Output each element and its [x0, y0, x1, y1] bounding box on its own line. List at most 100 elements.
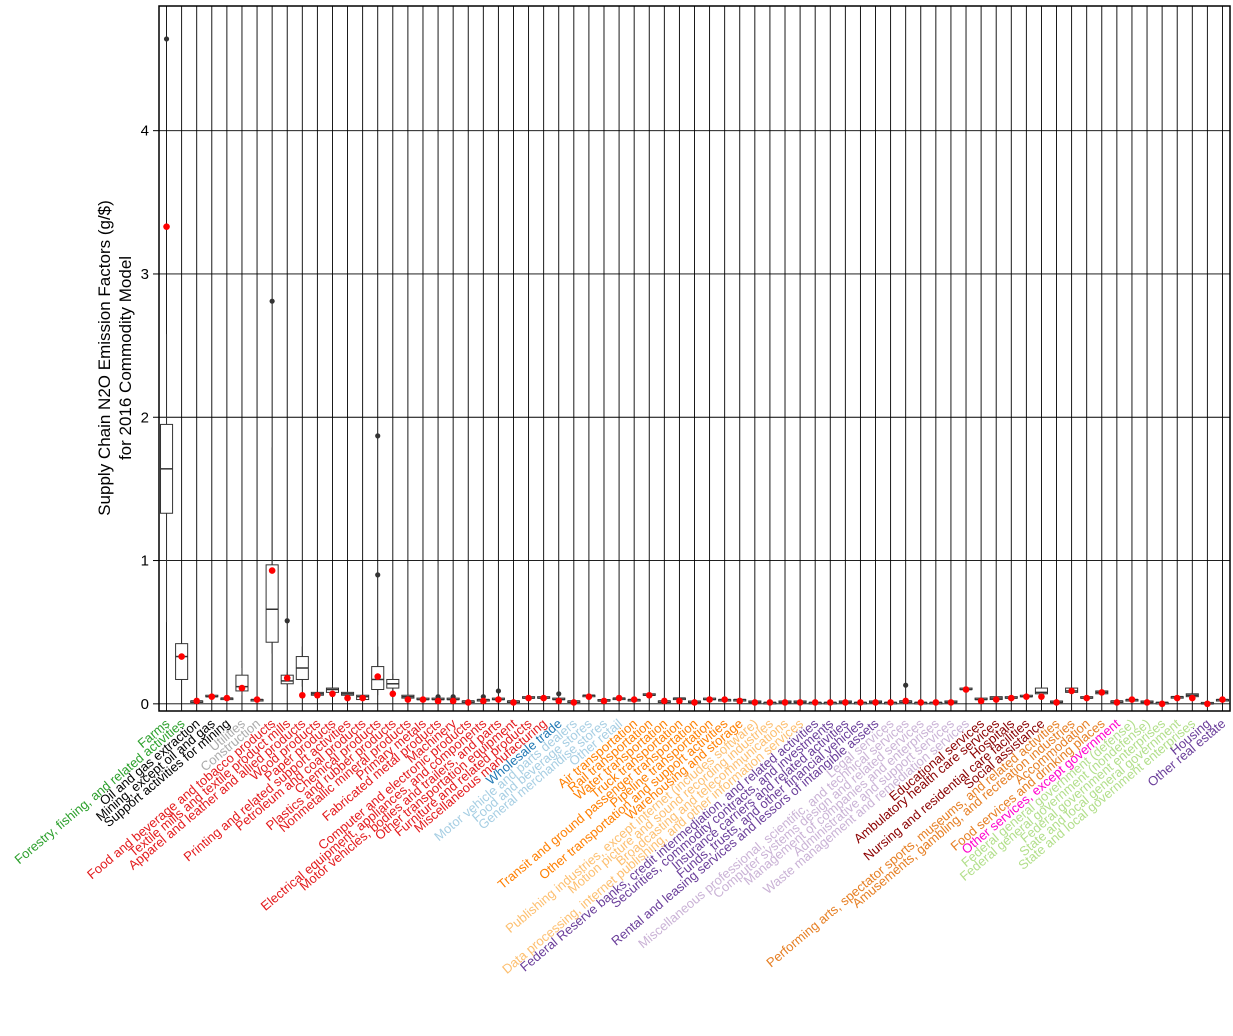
box-iqr [175, 643, 189, 680]
mean-point [253, 696, 261, 703]
mean-point [495, 696, 502, 703]
mean-point [811, 699, 819, 706]
mean-point [676, 697, 683, 705]
box-15 [386, 673, 400, 698]
mean-point [223, 694, 231, 702]
box-45 [838, 699, 852, 706]
box-62 [1095, 689, 1109, 696]
mean-point [857, 699, 864, 706]
box-34 [672, 697, 686, 705]
mean-point [178, 653, 185, 660]
mean-point [842, 699, 849, 706]
mean-point [600, 697, 608, 705]
outlier-point [269, 298, 275, 304]
box-0 [160, 36, 174, 623]
box-22 [491, 688, 505, 703]
box-5 [235, 668, 249, 696]
mean-point [404, 696, 412, 703]
box-24 [522, 694, 536, 702]
box-1 [175, 643, 189, 680]
mean-point [1083, 694, 1090, 702]
box-54 [974, 697, 988, 705]
y-axis-label-line2: for 2016 Commodity Model [116, 256, 135, 460]
mean-point [1113, 699, 1121, 706]
box-46 [853, 699, 867, 706]
boxes [160, 36, 1229, 708]
mean-point [344, 694, 351, 702]
mean-point [1219, 696, 1226, 703]
box-7 [265, 298, 279, 654]
box-50 [914, 699, 928, 706]
mean-point [1023, 693, 1030, 700]
mean-point [1188, 694, 1196, 702]
mean-point [781, 699, 789, 706]
box-11 [325, 685, 340, 698]
mean-point [1204, 700, 1211, 708]
box-23 [506, 699, 521, 706]
box-14 [371, 433, 385, 696]
box-39 [748, 699, 762, 706]
mean-point [464, 699, 472, 706]
mean-point [208, 693, 216, 700]
mean-point [510, 699, 517, 706]
box-16 [401, 692, 415, 703]
mean-point [299, 691, 306, 699]
mean-point [977, 697, 985, 705]
box-18 [431, 694, 445, 705]
box-59 [1049, 699, 1064, 706]
outlier-point [903, 682, 909, 688]
outlier-point [375, 433, 381, 439]
mean-point [389, 690, 397, 698]
box-29 [597, 697, 611, 705]
outlier-point [284, 618, 290, 624]
plot-frame [158, 5, 1231, 712]
box-26 [552, 691, 566, 705]
box-17 [416, 696, 430, 703]
box-49 [899, 682, 913, 705]
mean-point [661, 697, 668, 705]
mean-point [872, 699, 879, 706]
mean-point [449, 697, 457, 705]
y-axis-label-line1: Supply Chain N2O Emission Factors (g/$) [95, 200, 114, 516]
mean-point [1098, 689, 1106, 696]
box-36 [703, 696, 717, 703]
mean-point [359, 694, 366, 702]
box-43 [808, 699, 822, 706]
y-tick-label: 0 [141, 696, 149, 713]
mean-point [163, 223, 170, 230]
y-tick-label: 1 [141, 553, 149, 570]
mean-point [796, 699, 804, 706]
outlier-point [163, 36, 170, 42]
box-13 [356, 692, 370, 702]
mean-point [1007, 694, 1015, 702]
y-ticks: 0 1 2 3 4 [141, 123, 159, 713]
box-12 [341, 690, 355, 702]
mean-point [721, 696, 728, 703]
box-69 [1200, 700, 1214, 708]
box-4 [220, 694, 234, 702]
mean-point [691, 699, 698, 706]
box-37 [718, 696, 732, 703]
box-58 [1034, 686, 1048, 700]
box-60 [1065, 687, 1079, 696]
box-42 [793, 699, 807, 706]
mean-point [1173, 694, 1181, 702]
mean-point [329, 690, 336, 698]
mean-point [419, 696, 427, 703]
mean-point [887, 699, 894, 706]
mean-point [902, 697, 909, 705]
box-61 [1080, 694, 1094, 702]
y-tick-label: 2 [141, 409, 149, 426]
mean-point [1128, 696, 1136, 703]
box-67 [1170, 694, 1184, 702]
box-iqr [265, 564, 279, 643]
mean-point [947, 699, 955, 706]
mean-point [585, 693, 593, 700]
mean-point [1158, 700, 1166, 708]
box-27 [567, 699, 581, 706]
axes [158, 5, 1231, 712]
box-33 [657, 697, 671, 705]
box-6 [250, 696, 264, 703]
box-3 [205, 693, 219, 700]
